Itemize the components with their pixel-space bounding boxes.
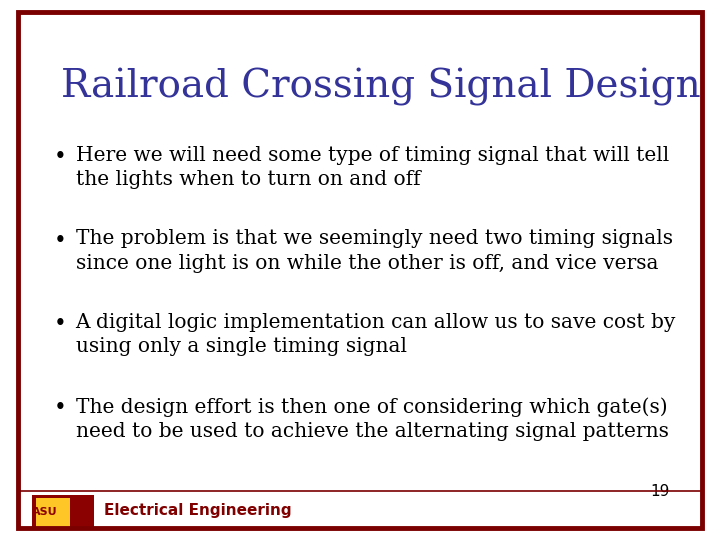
Text: •: • <box>54 146 67 168</box>
Bar <box>36 498 70 528</box>
Text: •: • <box>54 397 67 419</box>
Text: Here we will need some type of timing signal that will tell
the lights when to t: Here we will need some type of timing si… <box>76 146 669 189</box>
Text: The design effort is then one of considering which gate(s)
need to be used to ac: The design effort is then one of conside… <box>76 397 668 441</box>
Text: Electrical Engineering: Electrical Engineering <box>104 503 292 518</box>
Text: The problem is that we seemingly need two timing signals
since one light is on w: The problem is that we seemingly need tw… <box>76 230 672 273</box>
Bar <box>32 495 94 530</box>
Text: •: • <box>54 313 67 335</box>
Text: A digital logic implementation can allow us to save cost by
using only a single : A digital logic implementation can allow… <box>76 313 676 356</box>
Text: 19: 19 <box>650 484 670 499</box>
Text: ASU: ASU <box>32 507 58 517</box>
Text: Railroad Crossing Signal Design: Railroad Crossing Signal Design <box>61 68 701 105</box>
Text: •: • <box>54 230 67 252</box>
